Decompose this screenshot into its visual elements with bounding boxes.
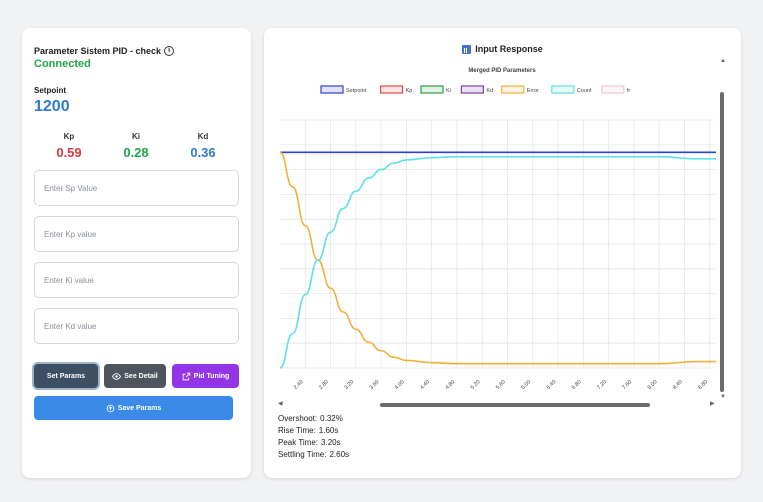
scroll-down-icon[interactable]: ▼ — [720, 394, 726, 400]
stat-overshoot-label: Overshoot: — [278, 414, 318, 423]
legend-swatch — [460, 85, 484, 94]
pid-parameter-panel: Parameter Sistem PID - check i Connected… — [22, 28, 251, 478]
input-response-panel: Input Response Merged PID Parameters Setp… — [264, 28, 741, 478]
kp-input[interactable] — [34, 216, 239, 252]
legend-label: Kd — [486, 88, 493, 94]
x-tick-label: 4.00 — [394, 379, 406, 391]
stat-settling-time-value: 2.60s — [329, 450, 350, 459]
chart-title: Merged PID Parameters — [468, 68, 536, 74]
gain-kd-label: Kd — [197, 132, 209, 141]
see-detail-label: See Detail — [124, 372, 158, 380]
gain-kp-value: 0.59 — [56, 145, 82, 160]
gain-kd-value: 0.36 — [190, 145, 216, 160]
gain-ki-label: Ki — [132, 132, 140, 141]
series-line-error — [279, 151, 716, 365]
x-tick-label: 2.80 — [318, 379, 330, 391]
panel-title: Parameter Sistem PID - check i — [34, 46, 175, 56]
stat-overshoot: Overshoot: 0.32% — [278, 413, 349, 425]
horizontal-scrollbar[interactable] — [380, 403, 650, 407]
x-tick-label: 3.20 — [343, 379, 355, 391]
legend-swatch — [501, 85, 525, 94]
stat-rise-time: Rise Time: 1.60s — [278, 425, 349, 437]
stat-peak-time-value: 3.20s — [321, 438, 341, 447]
external-link-icon — [182, 372, 190, 380]
series-line-count — [279, 155, 716, 369]
gain-kp: Kp 0.59 — [39, 132, 99, 160]
legend-swatch — [551, 85, 575, 94]
x-tick-label: 8.00 — [647, 379, 659, 391]
legend-swatch — [601, 85, 625, 94]
gain-kp-label: Kp — [63, 132, 75, 141]
set-params-button[interactable]: Set Params — [34, 364, 98, 388]
x-tick-label: 4.80 — [445, 379, 457, 391]
pid-tuning-button[interactable]: Pid Tuning — [172, 364, 239, 388]
stat-peak-time-label: Peak Time: — [278, 438, 319, 447]
x-tick-label: 4.40 — [419, 379, 431, 391]
legend-swatch — [420, 85, 444, 94]
legend-label: Kp — [406, 88, 413, 94]
legend-label: Setpoint — [346, 88, 367, 94]
gain-ki: Ki 0.28 — [106, 132, 166, 160]
vertical-scrollbar[interactable] — [720, 92, 724, 392]
kd-input[interactable] — [34, 308, 239, 344]
see-detail-button[interactable]: See Detail — [104, 364, 166, 388]
scroll-left-icon[interactable]: ◀ — [278, 401, 283, 407]
save-params-button[interactable]: Save Params — [34, 396, 233, 420]
bar-chart-icon — [462, 44, 472, 54]
legend-label: Error — [527, 88, 539, 94]
stat-settling-time: Settling Time: 2.60s — [278, 449, 349, 461]
scroll-up-icon[interactable]: ▲ — [720, 58, 726, 64]
eye-icon — [112, 372, 122, 380]
legend-swatch — [320, 85, 344, 94]
save-params-label: Save Params — [117, 404, 162, 412]
scroll-right-icon[interactable]: ▶ — [710, 401, 715, 407]
x-tick-label: 6.00 — [520, 379, 532, 391]
setpoint-value: 1200 — [34, 98, 70, 115]
x-tick-label: 6.40 — [546, 379, 558, 391]
x-tick-label: 7.60 — [621, 379, 633, 391]
set-params-label: Set Params — [46, 372, 86, 380]
legend-swatch — [379, 85, 404, 94]
x-tick-label: 2.40 — [293, 379, 305, 391]
chart-panel-title-text: Input Response — [475, 44, 543, 54]
performance-stats: Overshoot: 0.32% Rise Time: 1.60s Peak Tim… — [278, 413, 349, 461]
x-tick-label: 5.60 — [495, 379, 507, 391]
stat-rise-time-value: 1.60s — [318, 426, 339, 435]
stat-overshoot-value: 0.32% — [320, 414, 343, 423]
x-tick-label: 8.40 — [672, 379, 684, 391]
panel-title-text: Parameter Sistem PID - check — [34, 46, 162, 56]
pid-tuning-label: Pid Tuning — [193, 372, 230, 380]
legend-label: Ki — [446, 88, 451, 94]
x-tick-label: 5.20 — [470, 379, 482, 391]
x-tick-label: 3.60 — [369, 379, 381, 391]
save-icon — [106, 404, 114, 412]
stat-settling-time-label: Settling Time: — [278, 450, 327, 459]
connection-status: Connected — [34, 58, 91, 70]
gain-ki-value: 0.28 — [123, 145, 149, 160]
setpoint-label: Setpoint — [34, 86, 66, 95]
ki-input[interactable] — [34, 262, 239, 298]
stat-peak-time: Peak Time: 3.20s — [278, 437, 349, 449]
legend-label: Count — [577, 88, 592, 94]
response-chart: Merged PID Parameters Setpoint Kp Ki Kd Error… — [279, 68, 716, 391]
x-tick-label: 6.80 — [571, 379, 583, 391]
gain-kd: Kd 0.36 — [173, 132, 233, 160]
sp-input[interactable] — [34, 170, 239, 206]
info-icon[interactable]: i — [164, 46, 175, 56]
x-tick-label: 7.20 — [596, 379, 608, 391]
stat-rise-time-label: Rise Time: — [278, 426, 316, 435]
chart-panel-title: Input Response — [264, 44, 741, 54]
legend-label: fr — [627, 88, 631, 94]
x-tick-label: 8.80 — [697, 379, 709, 391]
